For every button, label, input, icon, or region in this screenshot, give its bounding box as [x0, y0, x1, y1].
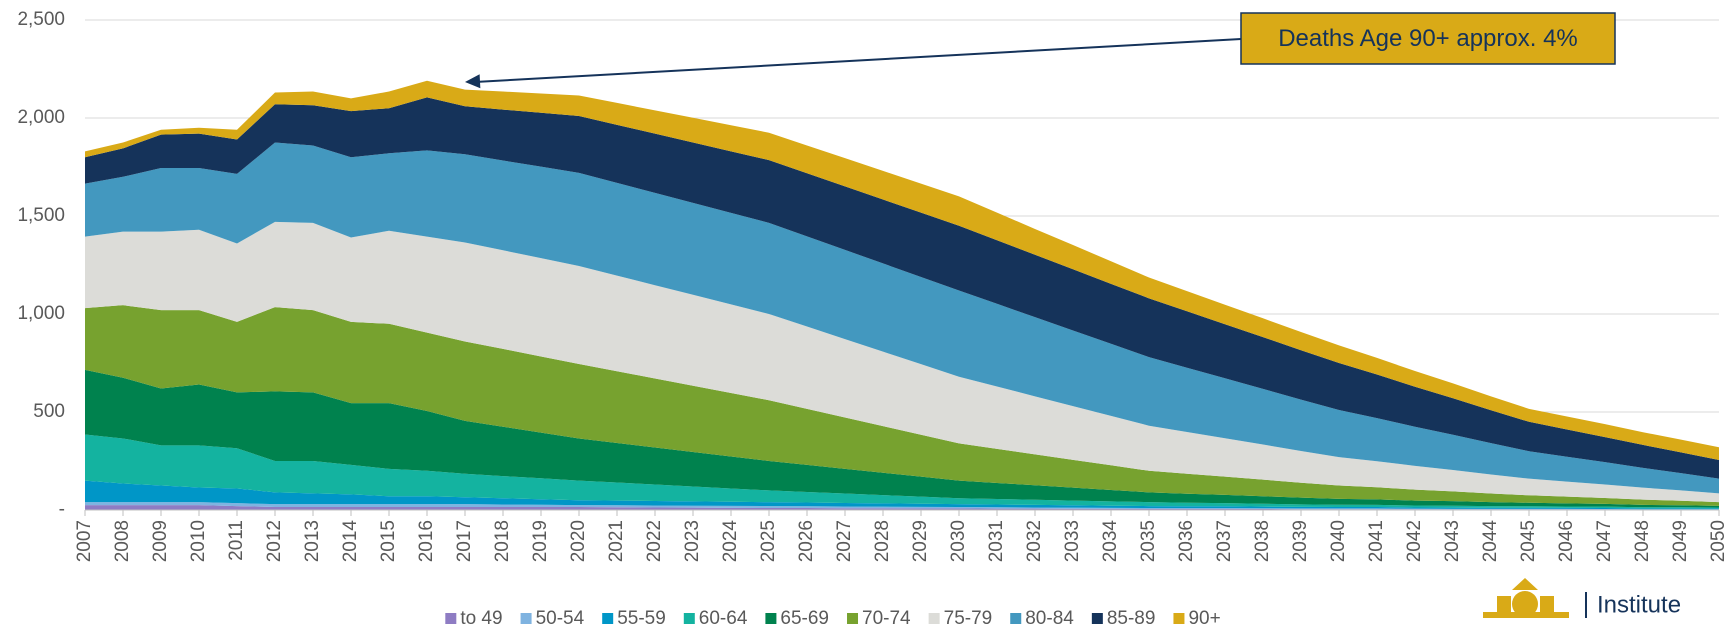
x-tick-label: 2027: [834, 520, 855, 562]
area: [85, 142, 1719, 494]
x-tick-label: 2014: [340, 520, 361, 563]
legend-label: 75-79: [944, 608, 993, 629]
legend-label: 55-59: [617, 608, 666, 629]
legend-label: 60-64: [699, 608, 748, 629]
legend-label: 85-89: [1107, 608, 1156, 629]
legend-swatch: [602, 613, 614, 624]
x-tick-label: 2039: [1290, 520, 1311, 562]
x-tick-label: 2015: [378, 520, 399, 562]
legend-label: to 49: [460, 608, 502, 629]
x-tick-label: 2011: [226, 520, 247, 561]
legend-label: 50-54: [536, 608, 585, 629]
legend-swatch: [1010, 613, 1022, 624]
logo: Institute: [1483, 578, 1681, 618]
x-tick-label: 2032: [1024, 520, 1045, 562]
x-tick-label: 2007: [74, 520, 95, 562]
x-tick-label: 2019: [530, 520, 551, 562]
x-tick-label: 2036: [1176, 520, 1197, 562]
area: [85, 80, 1719, 461]
legend-swatch: [765, 613, 777, 624]
x-tick-label: 2017: [454, 520, 475, 562]
y-tick-label: -: [59, 499, 65, 520]
x-tick-label: 2013: [302, 520, 323, 562]
x-tick-label: 2049: [1670, 520, 1691, 562]
area: [85, 97, 1719, 479]
x-tick-label: 2037: [1214, 520, 1235, 562]
x-tick-label: 2018: [492, 520, 513, 562]
legend-label: 65-69: [780, 608, 829, 629]
x-tick-label: 2031: [986, 520, 1007, 562]
logo-emblem: [1483, 578, 1569, 618]
x-tick-label: 2033: [1062, 520, 1083, 562]
area: [85, 505, 1719, 510]
x-tick-label: 2041: [1366, 520, 1387, 562]
legend-swatch: [1173, 613, 1185, 624]
legend-label: 70-74: [862, 608, 911, 629]
legend-label: 80-84: [1025, 608, 1074, 629]
x-tick-label: 2008: [112, 520, 133, 562]
x-tick-label: 2025: [758, 520, 779, 562]
x-tick-label: 2022: [644, 520, 665, 562]
x-tick-label: 2009: [150, 520, 171, 562]
x-tick-label: 2016: [416, 520, 437, 562]
legend-label: 90+: [1188, 608, 1220, 629]
x-tick-label: 2012: [264, 520, 285, 562]
x-tick-label: 2010: [188, 520, 209, 562]
area: [85, 305, 1719, 506]
legend-swatch: [847, 613, 859, 624]
x-tick-label: 2020: [568, 520, 589, 562]
legend-swatch: [1091, 613, 1103, 624]
x-tick-label: 2040: [1328, 520, 1349, 562]
legend-swatch: [445, 613, 457, 624]
y-tick-label: 500: [33, 401, 65, 422]
x-tick-label: 2042: [1404, 520, 1425, 562]
x-tick-label: 2043: [1442, 520, 1463, 562]
legend: to 49 50-54 55-59 60-64 65-69 70-74 75-79 80-84…: [445, 608, 1221, 629]
area: [85, 369, 1719, 508]
x-tick-label: 2035: [1138, 520, 1159, 562]
x-tick-label: 2021: [606, 520, 627, 562]
y-tick-label: 2,500: [17, 9, 65, 30]
x-tick-label: 2023: [682, 520, 703, 562]
x-tick-label: 2044: [1480, 520, 1501, 563]
x-tick-label: 2028: [872, 520, 893, 562]
area: [85, 221, 1719, 503]
x-tick-label: 2034: [1100, 520, 1121, 563]
annotation-arrowhead: [465, 74, 481, 89]
legend-swatch: [928, 613, 940, 624]
x-tick-label: 2026: [796, 520, 817, 562]
y-tick-label: 1,000: [17, 303, 65, 324]
x-tick-label: 2038: [1252, 520, 1273, 562]
x-tick-label: 2029: [910, 520, 931, 562]
legend-swatch: [520, 613, 532, 624]
annotation-arrow: [474, 38, 1242, 83]
x-tick-label: 2048: [1632, 520, 1653, 562]
area: [85, 434, 1719, 509]
legend-swatch: [683, 613, 695, 624]
x-tick-label: 2024: [720, 520, 741, 563]
area: [85, 502, 1719, 510]
logo-text: Institute: [1597, 591, 1681, 618]
annotation-box: [1240, 12, 1616, 65]
area: [85, 480, 1719, 510]
y-tick-label: 1,500: [17, 205, 65, 226]
y-tick-label: 2,000: [17, 107, 65, 128]
x-tick-label: 2050: [1708, 520, 1729, 562]
annotation-text: Deaths Age 90+ approx. 4%: [1278, 25, 1578, 52]
x-tick-label: 2030: [948, 520, 969, 562]
x-tick-label: 2045: [1518, 520, 1539, 562]
x-tick-label: 2046: [1556, 520, 1577, 562]
x-tick-label: 2047: [1594, 520, 1615, 562]
